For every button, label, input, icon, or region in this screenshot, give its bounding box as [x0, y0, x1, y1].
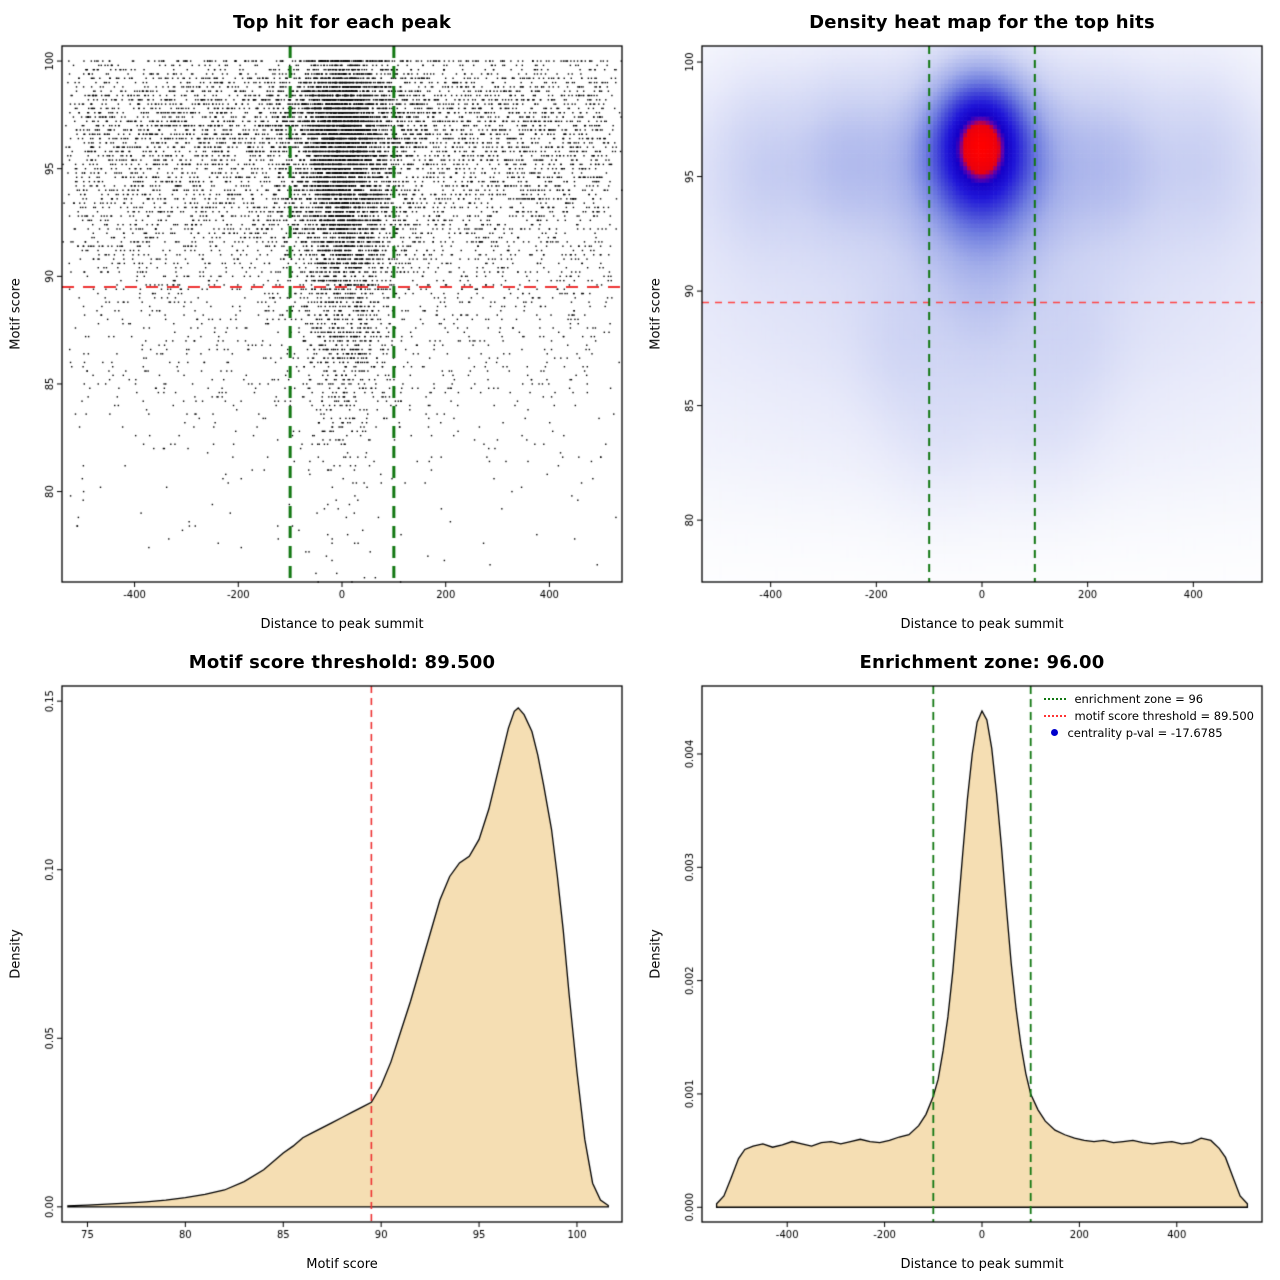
panel-motif-score-density: Motif score threshold: 89.500 Motif scor…: [0, 640, 640, 1280]
score-density-canvas: [0, 640, 640, 1280]
chart-title: Enrichment zone: 96.00: [859, 652, 1105, 673]
x-axis-label: Distance to peak summit: [900, 617, 1064, 632]
legend-item-score-threshold: motif score threshold = 89.500: [1044, 707, 1254, 724]
chart-title: Density heat map for the top hits: [809, 12, 1155, 33]
legend-label: centrality p-val = -17.6785: [1067, 725, 1223, 740]
scatter-plot-canvas: [0, 0, 640, 640]
point-marker-icon: [1051, 729, 1059, 736]
plot-legend: enrichment zone = 96 motif score thresho…: [1044, 690, 1254, 741]
panel-top-hits-scatter: Top hit for each peak Distance to peak s…: [0, 0, 640, 640]
dotted-line-icon: [1044, 714, 1067, 717]
panel-density-heatmap: Density heat map for the top hits Distan…: [640, 0, 1280, 640]
legend-label: motif score threshold = 89.500: [1074, 708, 1254, 723]
legend-item-enrichment-zone: enrichment zone = 96: [1044, 690, 1254, 707]
distance-density-canvas: [640, 640, 1280, 1280]
x-axis-label: Motif score: [306, 1257, 378, 1272]
legend-label: enrichment zone = 96: [1074, 691, 1204, 706]
y-axis-label: Motif score: [8, 278, 24, 350]
chart-title: Top hit for each peak: [232, 12, 452, 33]
chart-title: Motif score threshold: 89.500: [188, 652, 496, 673]
y-axis-label: Motif score: [648, 278, 664, 350]
x-axis-label: Distance to peak summit: [260, 617, 424, 632]
legend-item-centrality-pval: centrality p-val = -17.6785: [1044, 724, 1254, 741]
y-axis-label: Density: [648, 929, 664, 979]
dotted-line-icon: [1044, 697, 1067, 700]
heatmap-canvas: [640, 0, 1280, 640]
x-axis-label: Distance to peak summit: [900, 1257, 1064, 1272]
y-axis-label: Density: [8, 929, 24, 979]
panel-distance-density: Enrichment zone: 96.00 Distance to peak …: [640, 640, 1280, 1280]
